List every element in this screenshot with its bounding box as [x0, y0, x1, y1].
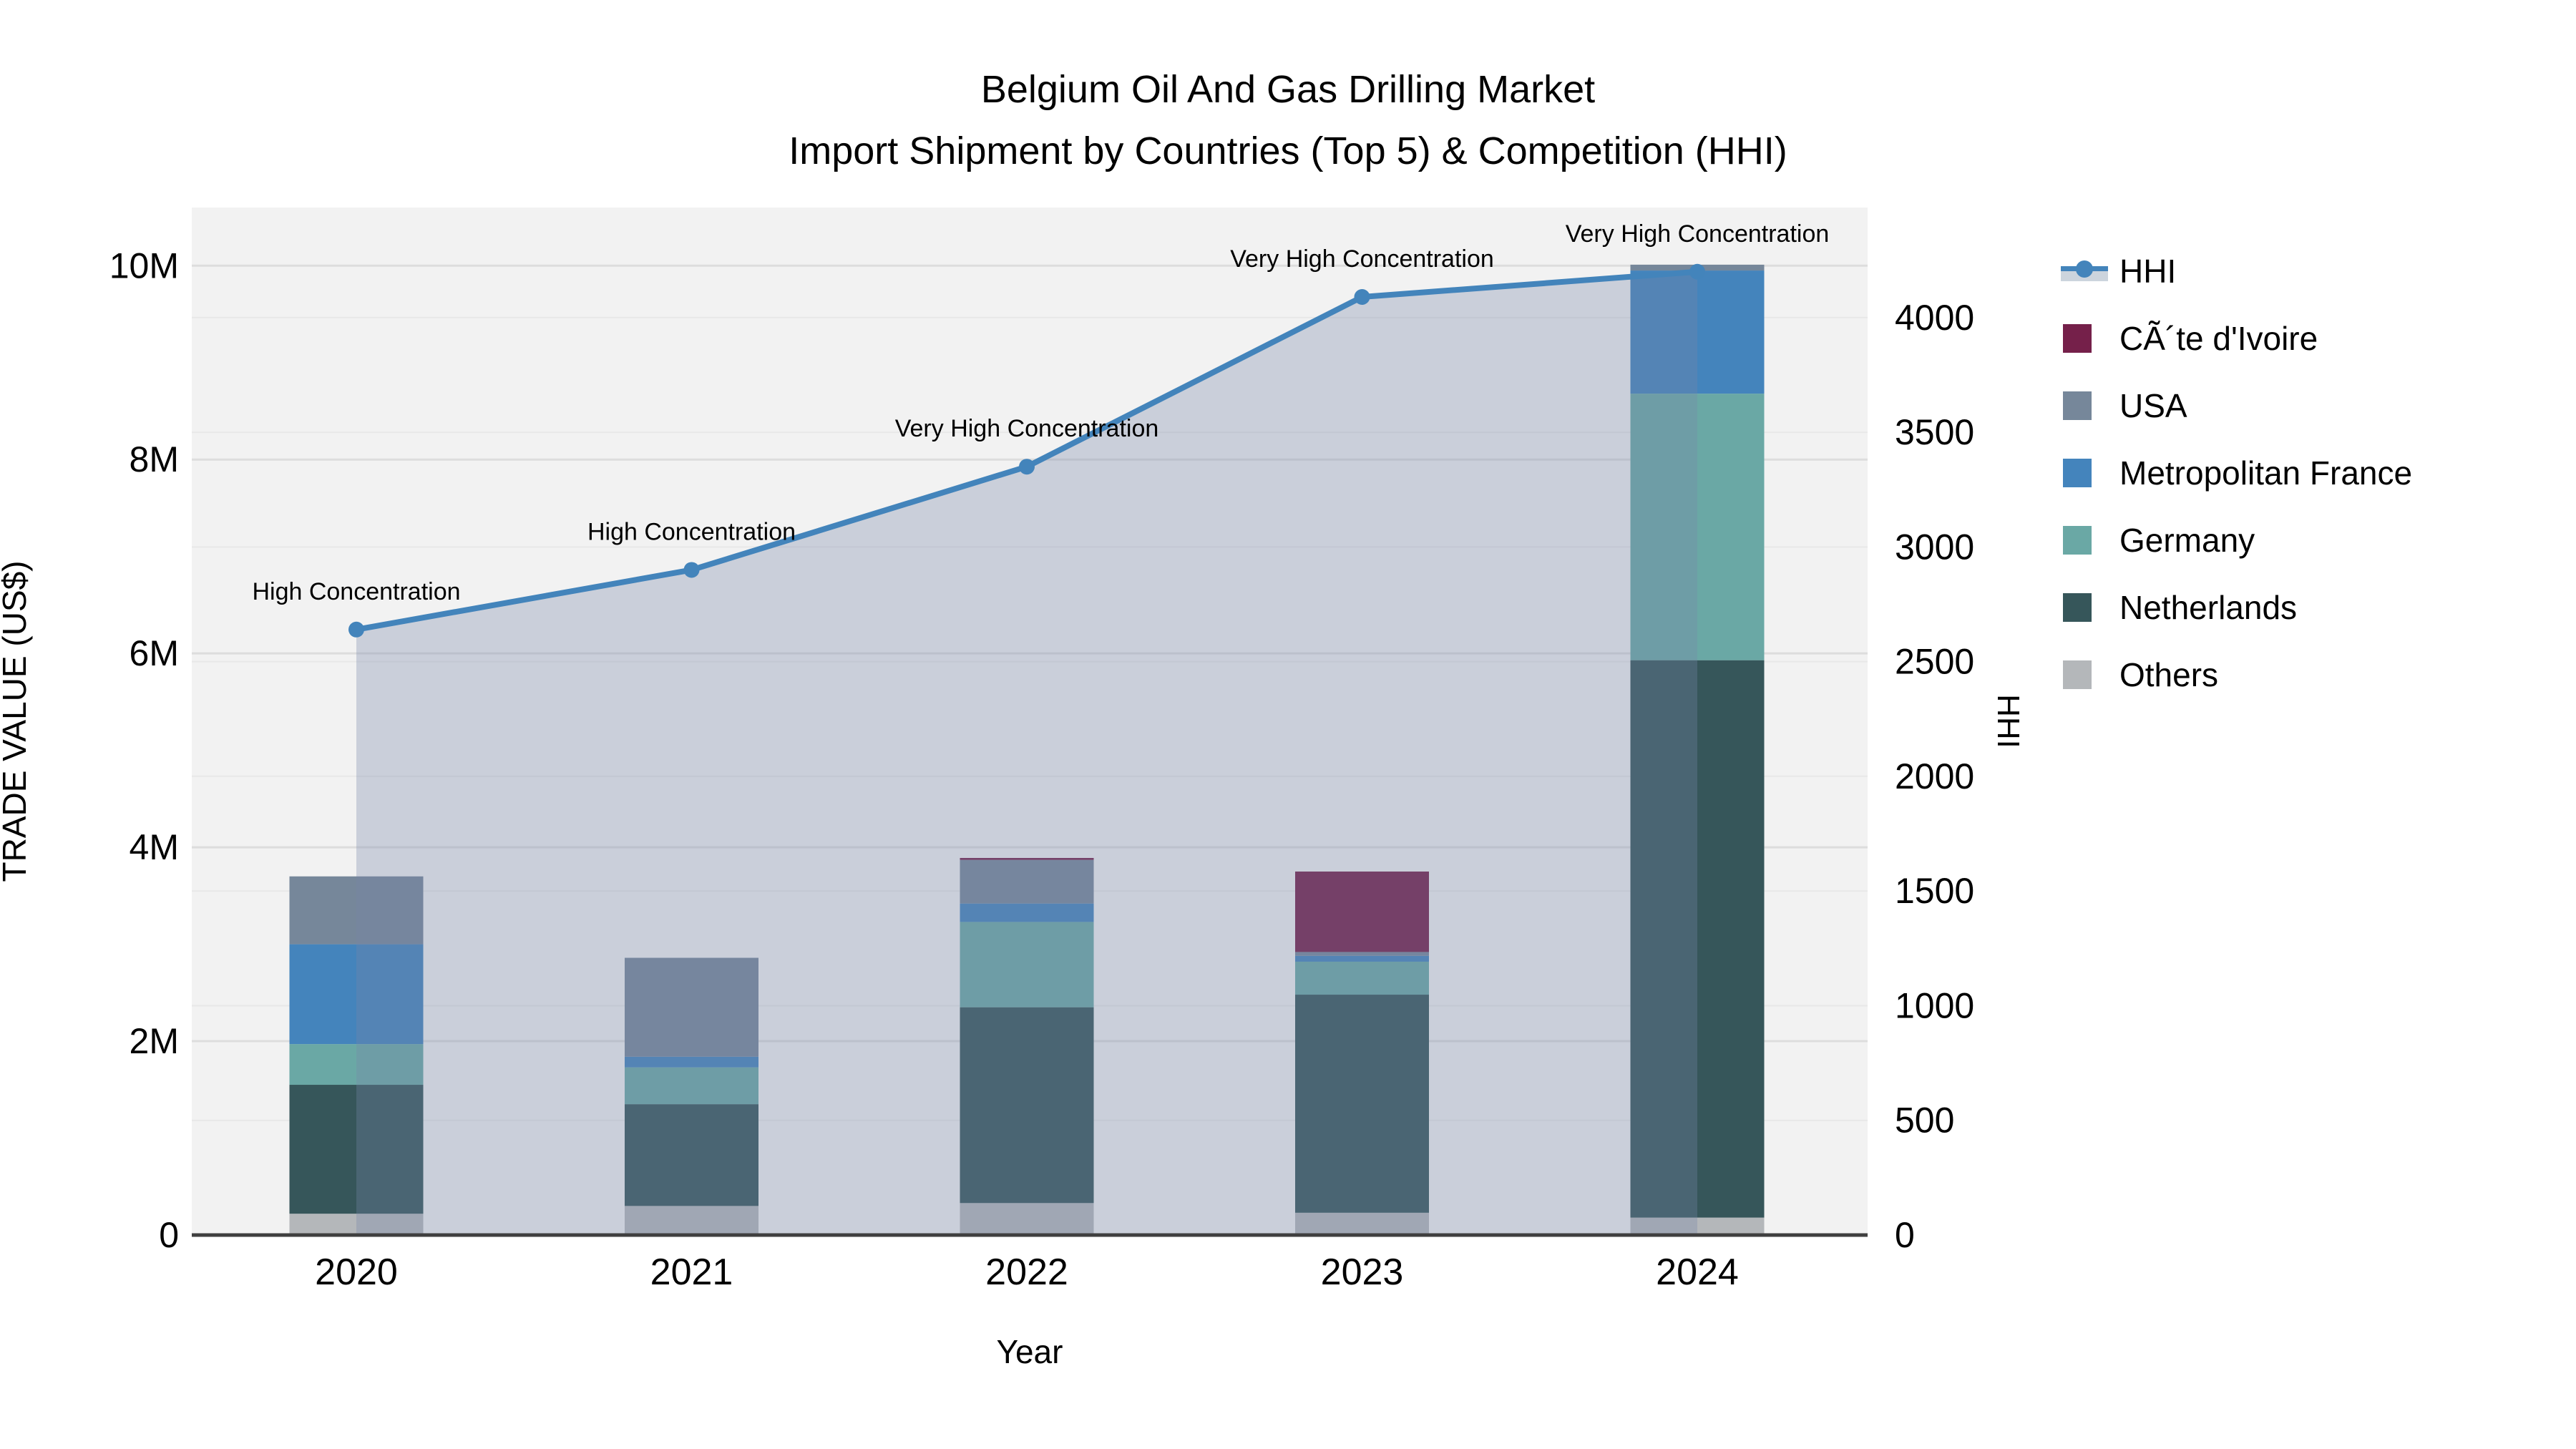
legend-item-others: Others — [2061, 641, 2412, 708]
bar-segment-2023-c-te-d-ivoire — [1295, 871, 1429, 952]
y-axis-title-right: HHI — [1991, 694, 2026, 748]
legend-sample-netherlands — [2061, 592, 2119, 623]
legend-label-usa: USA — [2119, 387, 2187, 424]
bar-segment-2022-others — [960, 1203, 1094, 1235]
bar-segment-2021-usa — [625, 957, 758, 1057]
bar-segment-2021-germany — [625, 1067, 758, 1105]
legend-label-c-te-d-ivoire: CÃ´te d'Ivoire — [2119, 320, 2318, 357]
legend-sample-others — [2061, 659, 2119, 691]
legend-sample-metropolitan-france — [2061, 457, 2119, 489]
bar-segment-2021-netherlands — [625, 1104, 758, 1206]
hhi-marker-2022 — [1019, 459, 1035, 475]
bar-segment-2022-netherlands — [960, 1007, 1094, 1204]
hhi-marker-2023 — [1354, 289, 1370, 306]
chart-title-line1: Belgium Oil And Gas Drilling Market — [980, 68, 1596, 111]
x-tick-2020: 2020 — [315, 1252, 398, 1293]
x-tick-2021: 2021 — [650, 1252, 733, 1293]
bar-segment-2021-metropolitan-france — [625, 1056, 758, 1068]
bar-segment-2023-germany — [1295, 961, 1429, 995]
left-tick-0: 0 — [159, 1215, 179, 1255]
color-swatch-icon — [2063, 324, 2092, 353]
bar-segment-2020-others — [289, 1214, 424, 1235]
hhi-area-fill — [356, 271, 1697, 1235]
right-tick-500: 500 — [1895, 1101, 1954, 1141]
annotation-2020: High Concentration — [252, 578, 460, 605]
legend-label-metropolitan-france: Metropolitan France — [2119, 454, 2413, 492]
right-tick-3500: 3500 — [1895, 412, 1974, 452]
color-swatch-icon — [2063, 391, 2092, 420]
color-swatch-icon — [2063, 526, 2092, 555]
bar-segment-2020-metropolitan-france — [289, 944, 424, 1045]
hhi-marker-2021 — [683, 562, 700, 578]
bar-segment-2022-metropolitan-france — [960, 903, 1094, 922]
left-tick-4M: 4M — [130, 827, 179, 867]
left-tick-2M: 2M — [130, 1021, 179, 1061]
x-tick-2024: 2024 — [1656, 1252, 1739, 1293]
bar-segment-2023-others — [1295, 1212, 1429, 1235]
right-tick-3000: 3000 — [1895, 527, 1974, 567]
color-swatch-icon — [2063, 660, 2092, 689]
hhi-marker-2024 — [1689, 263, 1705, 280]
right-tick-1000: 1000 — [1895, 985, 1974, 1025]
bar-segment-2020-germany — [289, 1044, 424, 1085]
legend-label-hhi: HHI — [2119, 253, 2177, 290]
bar-segment-2022-usa — [960, 859, 1094, 904]
bar-segment-2024-netherlands — [1630, 660, 1765, 1218]
bar-segment-2022-c-te-d-ivoire — [960, 858, 1094, 860]
annotation-2024: Very High Concentration — [1566, 220, 1830, 248]
x-tick-2022: 2022 — [985, 1252, 1068, 1293]
color-swatch-icon — [2063, 593, 2092, 622]
legend-sample-hhi — [2061, 255, 2119, 287]
hhi-marker-icon — [2076, 260, 2093, 278]
legend-item-c-te-d-ivoire: CÃ´te d'Ivoire — [2061, 305, 2412, 372]
chart-title-line2: Import Shipment by Countries (Top 5) & C… — [789, 130, 1787, 172]
legend-item-usa: USA — [2061, 372, 2412, 439]
hhi-marker-2020 — [348, 621, 364, 638]
legend: HHI CÃ´te d'Ivoire USA Metropolitan France G… — [2061, 238, 2412, 708]
annotation-2023: Very High Concentration — [1230, 245, 1494, 273]
legend-item-metropolitan-france: Metropolitan France — [2061, 439, 2412, 507]
legend-item-hhi: HHI — [2061, 238, 2412, 305]
bar-segment-2023-usa — [1295, 952, 1429, 956]
bar-segment-2020-usa — [289, 876, 424, 945]
bar-segment-2024-metropolitan-france — [1630, 270, 1765, 394]
legend-label-others: Others — [2119, 656, 2219, 693]
right-tick-2500: 2500 — [1895, 642, 1974, 682]
legend-sample-usa — [2061, 390, 2119, 421]
x-axis-title: Year — [997, 1333, 1063, 1370]
right-tick-2000: 2000 — [1895, 756, 1974, 796]
left-tick-8M: 8M — [130, 439, 179, 479]
legend-item-germany: Germany — [2061, 507, 2412, 574]
bar-segment-2022-germany — [960, 922, 1094, 1008]
bar-segment-2024-others — [1630, 1217, 1765, 1235]
bar-segment-2024-germany — [1630, 394, 1765, 660]
x-tick-2023: 2023 — [1321, 1252, 1404, 1293]
bar-segment-2023-metropolitan-france — [1295, 955, 1429, 962]
left-tick-6M: 6M — [130, 633, 179, 673]
right-tick-0: 0 — [1895, 1215, 1915, 1255]
legend-item-netherlands: Netherlands — [2061, 574, 2412, 641]
bar-segment-2021-others — [625, 1206, 758, 1235]
annotation-2021: High Concentration — [587, 518, 796, 545]
right-tick-1500: 1500 — [1895, 871, 1974, 911]
y-axis-title-left: TRADE VALUE (US$) — [0, 560, 33, 882]
legend-sample-c-te-d-ivoire — [2061, 323, 2119, 354]
bar-segment-2023-netherlands — [1295, 995, 1429, 1213]
color-swatch-icon — [2063, 459, 2092, 487]
legend-sample-germany — [2061, 525, 2119, 556]
bar-segment-2020-netherlands — [289, 1085, 424, 1214]
right-tick-4000: 4000 — [1895, 298, 1974, 338]
left-tick-10M: 10M — [109, 245, 179, 286]
legend-label-germany: Germany — [2119, 522, 2255, 559]
annotation-2022: Very High Concentration — [895, 415, 1159, 442]
legend-label-netherlands: Netherlands — [2119, 589, 2298, 626]
